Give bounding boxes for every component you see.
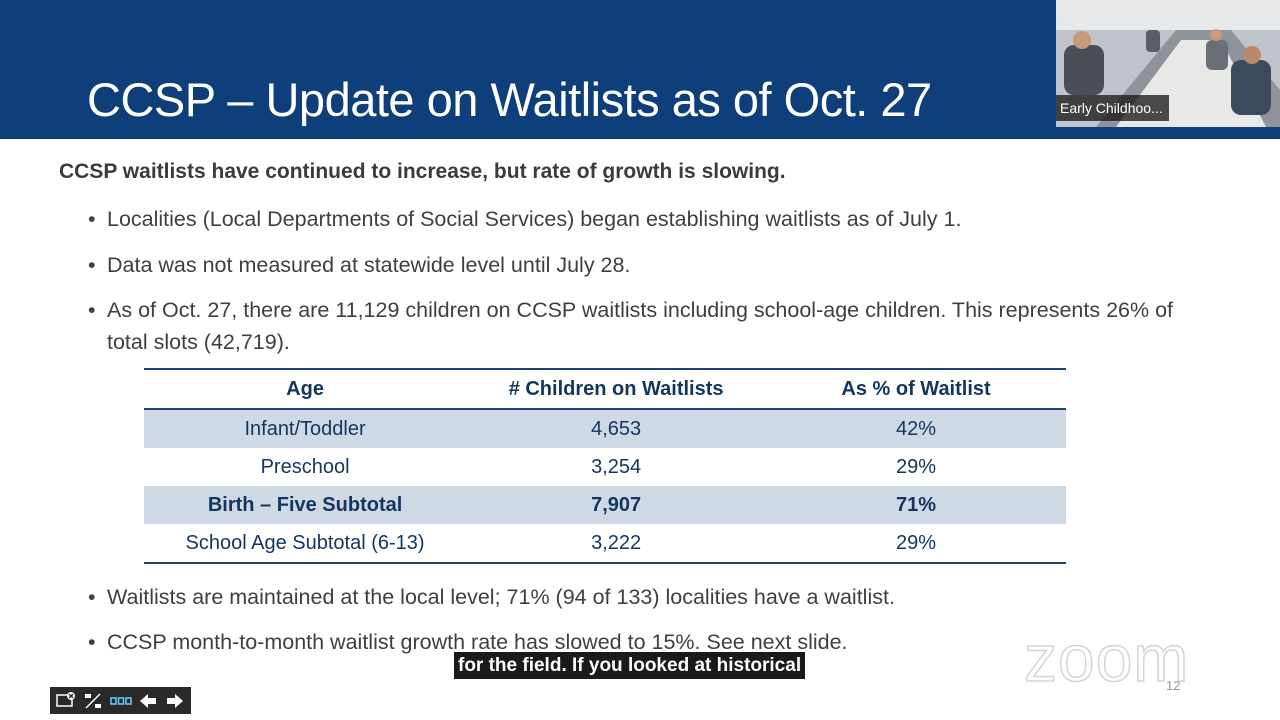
table-cell-percent: 71% [766,486,1066,524]
bullet-item: • CCSP month-to-month waitlist growth ra… [88,626,1188,658]
bullet-dot-icon: • [88,585,96,609]
table-cell-age: School Age Subtotal (6-13) [144,524,467,564]
bullet-item: • As of Oct. 27, there are 11,129 childr… [88,294,1188,358]
slide-counter-icon[interactable] [83,690,104,712]
slide-page-number: 12 [1166,678,1181,693]
slide-title: CCSP – Update on Waitlists as of Oct. 27 [87,73,932,126]
bullet-text: Waitlists are maintained at the local le… [107,585,895,609]
table-row: Preschool 3,254 29% [144,448,1066,486]
table-row: Infant/Toddler 4,653 42% [144,409,1066,448]
table-header-row: Age # Children on Waitlists As % of Wait… [144,368,1066,410]
bullet-item: • Localities (Local Departments of Socia… [88,203,1188,235]
table-cell-children: 7,907 [466,486,767,524]
table-cell-children: 4,653 [466,409,767,448]
prev-arrow-icon[interactable] [138,690,159,712]
bullet-text: Localities (Local Departments of Social … [107,207,962,231]
table-cell-children: 3,254 [591,455,642,478]
bullet-text: CCSP month-to-month waitlist growth rate… [107,630,848,654]
grid-view-icon[interactable] [109,690,132,712]
table-cell-age: Infant/Toddler [144,409,467,448]
column-header-age: Age [144,368,467,410]
table-cell-age: Preschool [260,455,350,478]
waitlist-table: Age # Children on Waitlists As % of Wait… [144,368,1066,564]
column-header-percent: As % of Waitlist [766,368,1066,410]
bullet-dot-icon: • [88,298,96,322]
participant-name-label: Early Childhoo... [1056,95,1169,121]
table-row: School Age Subtotal (6-13) 3,222 29% [144,524,1066,564]
zoom-watermark-logo: zoom [1023,620,1190,696]
bullet-text: Data was not measured at statewide level… [107,253,631,277]
column-header-children: # Children on Waitlists [466,368,767,410]
table-row-subtotal: Birth – Five Subtotal 7,907 71% [144,486,1066,524]
table-cell-age: Birth – Five Subtotal [144,486,467,524]
table-cell-percent: 29% [896,455,937,478]
bullet-dot-icon: • [88,207,96,231]
table-cell-children: 3,222 [466,524,767,564]
screen-exit-icon[interactable] [56,690,77,712]
bullet-item: • Data was not measured at statewide lev… [88,249,1188,281]
slide-lead-text: CCSP waitlists have continued to increas… [59,160,786,183]
table-cell-percent: 29% [766,524,1066,564]
live-caption: for the field. If you looked at historic… [454,652,806,679]
next-arrow-icon[interactable] [164,690,185,712]
bullet-dot-icon: • [88,630,96,654]
bullet-text: As of Oct. 27, there are 11,129 children… [107,298,1174,354]
presentation-toolbar [50,687,191,714]
table-cell-percent: 42% [766,409,1066,448]
bullet-item: • Waitlists are maintained at the local … [88,581,1188,613]
bullet-dot-icon: • [88,253,96,277]
